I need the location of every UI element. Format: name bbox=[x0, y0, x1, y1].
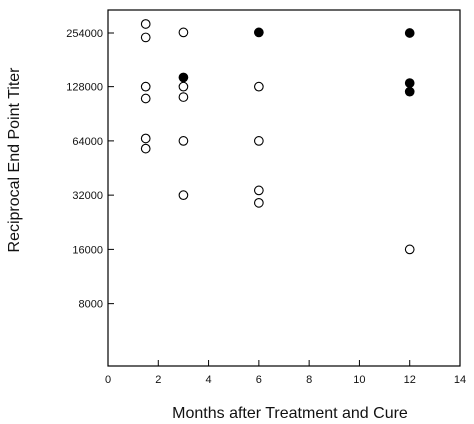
x-tick-label: 10 bbox=[353, 374, 365, 386]
open-data-point bbox=[178, 92, 189, 102]
open-data-point bbox=[140, 93, 151, 104]
open-data-point bbox=[178, 81, 189, 92]
y-axis-label: Reciprocal End Point Titer bbox=[6, 67, 23, 253]
x-tick-label: 14 bbox=[454, 374, 466, 386]
x-tick-label: 2 bbox=[155, 374, 161, 386]
open-data-point bbox=[178, 190, 189, 200]
y-tick-label: 32000 bbox=[72, 190, 103, 202]
filled-data-point bbox=[404, 86, 415, 97]
x-tick-label: 8 bbox=[306, 374, 312, 386]
y-tick-label: 8000 bbox=[79, 299, 103, 311]
open-data-point bbox=[140, 32, 151, 43]
filled-data-point bbox=[254, 27, 264, 38]
filled-data-point bbox=[404, 78, 415, 88]
open-data-point bbox=[254, 136, 264, 146]
x-tick-label: 12 bbox=[404, 374, 416, 386]
x-tick-label: 0 bbox=[105, 374, 111, 386]
x-axis-label: Months after Treatment and Cure bbox=[172, 405, 408, 422]
y-tick-label: 254000 bbox=[66, 28, 103, 40]
y-tick-label: 64000 bbox=[72, 136, 103, 148]
x-axis: 0 2 4 6 8 10 12 14 bbox=[105, 360, 466, 386]
open-data-point bbox=[404, 244, 415, 255]
y-tick-label: 16000 bbox=[72, 244, 103, 256]
filled-data-point bbox=[404, 28, 415, 38]
data-points bbox=[140, 19, 415, 255]
y-axis: 254000 128000 64000 32000 16000 8000 bbox=[66, 28, 114, 311]
open-data-point bbox=[178, 136, 189, 146]
open-data-point bbox=[254, 81, 264, 92]
filled-data-point bbox=[178, 72, 189, 83]
open-data-point bbox=[254, 185, 264, 196]
plot-frame bbox=[107, 9, 461, 367]
open-data-point bbox=[140, 133, 151, 144]
open-data-point bbox=[178, 27, 189, 38]
open-data-point bbox=[140, 81, 151, 92]
open-data-point bbox=[140, 143, 151, 154]
open-data-point bbox=[254, 197, 264, 208]
y-tick-label: 128000 bbox=[66, 82, 103, 94]
x-tick-label: 6 bbox=[256, 374, 262, 386]
open-data-point bbox=[140, 19, 151, 29]
x-tick-label: 4 bbox=[206, 374, 212, 386]
